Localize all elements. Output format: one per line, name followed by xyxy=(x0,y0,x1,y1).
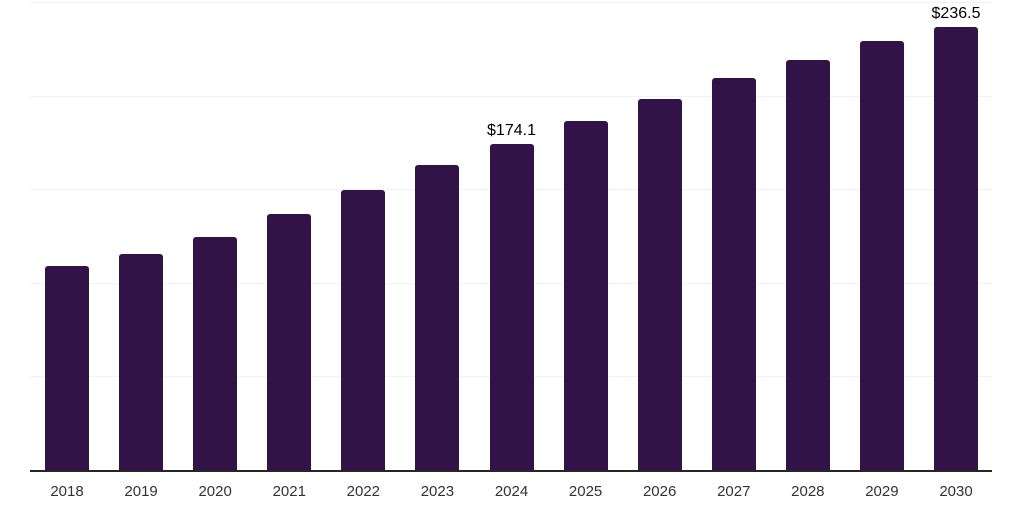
bar-2026 xyxy=(637,98,682,470)
x-tick-2019: 2019 xyxy=(124,483,158,500)
gridline-250 xyxy=(30,2,992,3)
bar-2021 xyxy=(267,213,312,470)
gridline-200 xyxy=(30,95,992,97)
bar-2025 xyxy=(563,121,608,470)
x-tick-2024: 2024 xyxy=(494,483,529,500)
bar-2024 xyxy=(489,144,534,470)
x-tick-2022: 2022 xyxy=(346,483,381,500)
bar-2020 xyxy=(193,236,238,470)
x-axis-line xyxy=(30,470,992,472)
x-tick-2018: 2018 xyxy=(50,483,84,500)
bar-2029 xyxy=(859,40,904,470)
x-tick-2030: 2030 xyxy=(939,483,973,500)
x-tick-2027: 2027 xyxy=(717,483,751,500)
x-tick-2026: 2026 xyxy=(642,483,677,500)
bar-2028 xyxy=(785,60,830,470)
bar-2022 xyxy=(341,189,386,470)
bar-2023 xyxy=(415,165,460,470)
bar-2027 xyxy=(711,78,756,470)
bar-2018 xyxy=(45,265,89,470)
bar-2030 xyxy=(934,27,978,470)
x-tick-2029: 2029 xyxy=(865,483,899,500)
data-label-2030: $236.5 xyxy=(931,5,981,23)
x-tick-2028: 2028 xyxy=(791,483,825,500)
x-tick-2020: 2020 xyxy=(198,483,232,500)
x-tick-2021: 2021 xyxy=(272,483,306,500)
bar-2019 xyxy=(119,253,164,470)
x-tick-2023: 2023 xyxy=(420,483,455,500)
data-label-2024: $174.1 xyxy=(487,122,536,140)
x-tick-2025: 2025 xyxy=(568,483,603,500)
